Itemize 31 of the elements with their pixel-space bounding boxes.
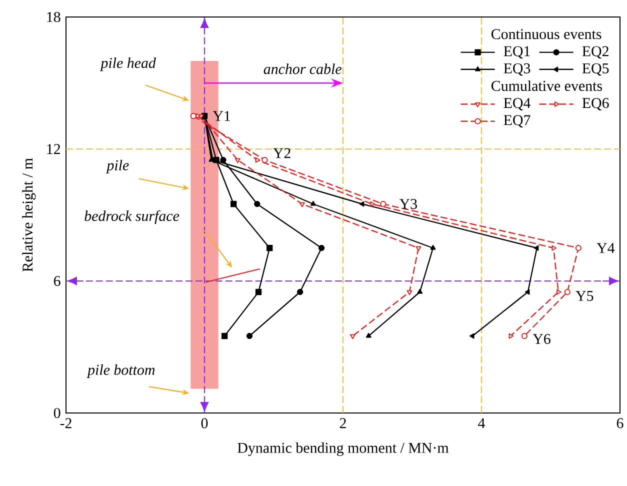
legend-label: EQ7: [504, 115, 530, 128]
annotation: Y6: [532, 334, 550, 344]
y-tick-label: 6: [54, 276, 60, 286]
annotation: anchor cable: [264, 64, 342, 74]
annotation: bedrock surface: [84, 210, 180, 224]
annotation: Y2: [273, 148, 290, 158]
annotation: Y1: [212, 111, 230, 121]
legend-label: EQ5: [582, 63, 609, 76]
annotation: Y3: [399, 198, 417, 210]
annotation: pile: [106, 160, 129, 174]
y-tick-label: 12: [47, 144, 60, 154]
y-tick-label: 0: [54, 408, 60, 418]
annotation: Continuous events: [491, 29, 602, 40]
x-tick-label: 2: [340, 418, 346, 428]
x-tick-label: 4: [478, 418, 485, 428]
annotation: Y4: [596, 243, 615, 253]
legend-label: EQ3: [504, 63, 530, 76]
x-tick-label: 6: [616, 418, 624, 428]
annotation: Y5: [576, 291, 594, 301]
annotation: Cumulative events: [491, 80, 602, 91]
x-tick-label: -2: [60, 418, 72, 428]
legend-label: EQ4: [504, 98, 530, 110]
annotation: pile head: [100, 58, 156, 72]
annotation: pile bottom: [86, 364, 155, 378]
legend-label: EQ6: [582, 98, 609, 110]
x-axis-title: Dynamic bending moment / MN·m: [238, 442, 449, 456]
x-tick-label: 0: [201, 418, 208, 428]
legend-label: EQ2: [582, 46, 608, 59]
y-axis-title: Relative height / m: [22, 158, 36, 272]
y-tick-label: 18: [47, 12, 60, 22]
legend-label: EQ1: [504, 46, 530, 59]
